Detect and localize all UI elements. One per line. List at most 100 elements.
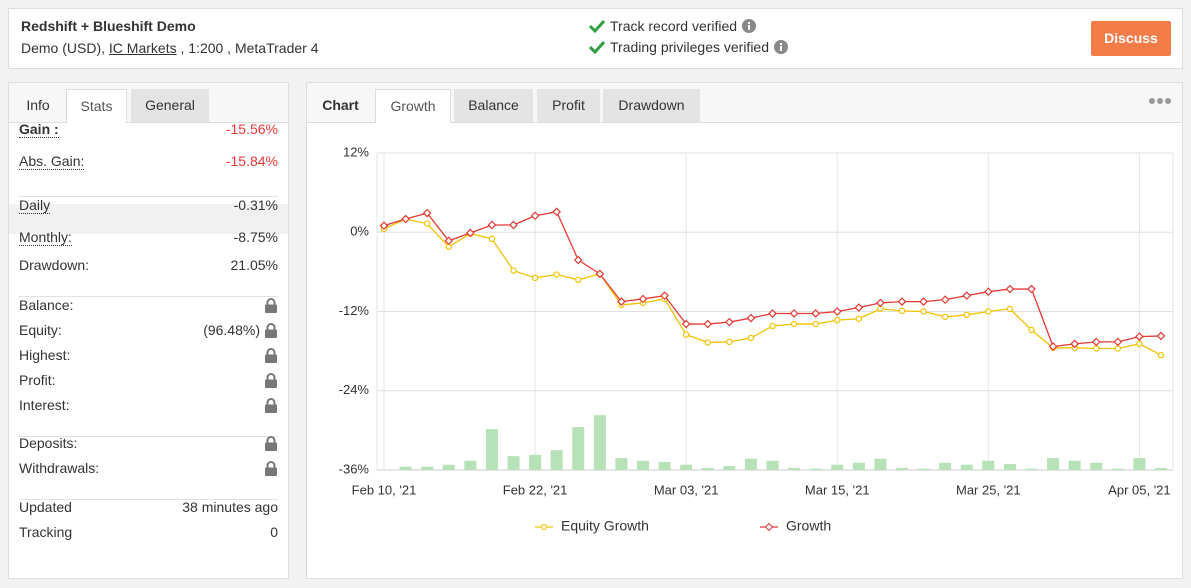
- stat-label: Drawdown:: [19, 257, 90, 273]
- lock-body: [265, 329, 277, 338]
- stat-value-wrap: -8.75%: [234, 229, 278, 245]
- account-subtitle: Demo (USD), IC Markets , 1:200 , MetaTra…: [21, 40, 318, 56]
- discuss-button[interactable]: Discuss: [1091, 21, 1171, 56]
- point: [552, 207, 562, 217]
- point: [726, 338, 733, 346]
- x-tick-label: Apr 05, '21: [1108, 482, 1170, 497]
- lock-icon: [265, 435, 277, 451]
- tab[interactable]: General: [131, 89, 209, 122]
- lock-shackle: [266, 460, 276, 468]
- stat-value-wrap: -15.84%: [226, 153, 278, 169]
- point: [553, 271, 560, 278]
- stat-value-wrap: 38 minutes ago: [182, 499, 278, 515]
- bar: [464, 460, 477, 470]
- tab-active[interactable]: Growth: [375, 89, 451, 123]
- legend-marker: [764, 522, 774, 532]
- stat-value: -15.56%: [225, 121, 278, 137]
- menu-icon[interactable]: [1149, 97, 1171, 105]
- bar: [939, 462, 952, 470]
- lock-icon: [265, 347, 277, 363]
- tab[interactable]: Info: [26, 97, 50, 113]
- bar: [442, 464, 455, 470]
- stat-label: Updated: [19, 499, 72, 515]
- point: [876, 298, 885, 308]
- stat-label: Interest:: [19, 397, 70, 413]
- stat-label: Withdrawals:: [19, 460, 100, 476]
- chart: -36% -24% -12% 0% 12% Feb 10, '21 Feb 22, '21 M…: [339, 144, 1174, 534]
- stat-value: (96.48%): [203, 322, 260, 338]
- bar: [529, 454, 542, 470]
- point: [530, 211, 540, 221]
- stat-row: Drawdown: 21.05%: [19, 253, 278, 277]
- point: [746, 313, 756, 323]
- point: [487, 220, 497, 230]
- bar: [1047, 458, 1060, 470]
- stats-panel: Info Stats General Gain : -15.56% Abs. Gai…: [8, 82, 289, 579]
- lock-icon: [265, 297, 277, 313]
- bar: [572, 427, 585, 470]
- y-tick-label: -12%: [339, 303, 370, 318]
- point: [832, 307, 842, 316]
- lock-icon: [265, 372, 277, 388]
- bar: [1111, 468, 1124, 470]
- point: [703, 319, 713, 329]
- tab-active[interactable]: Stats: [66, 89, 127, 123]
- chart-panel: Chart Growth Balance Profit Drawdown -36…: [306, 82, 1183, 579]
- point: [1157, 351, 1165, 359]
- stat-label: Gain :: [19, 120, 59, 138]
- bar: [680, 464, 693, 470]
- stat-value-wrap: [264, 435, 278, 451]
- bar: [744, 458, 757, 470]
- stat-value-wrap: 21.05%: [231, 257, 278, 273]
- check-icon: [589, 19, 605, 33]
- legend-label: Equity Growth: [561, 518, 649, 534]
- point: [962, 291, 972, 300]
- separator: [19, 499, 278, 500]
- lock-body: [265, 304, 277, 313]
- point: [573, 255, 583, 265]
- stat-row: Profit:: [19, 368, 278, 392]
- broker-link[interactable]: IC Markets: [108, 40, 177, 56]
- point: [897, 297, 907, 306]
- stat-value-wrap: [264, 397, 278, 413]
- info-icon[interactable]: [774, 40, 788, 54]
- stat-row: Abs. Gain: -15.84%: [19, 149, 278, 173]
- bar: [421, 466, 434, 470]
- point: [963, 311, 970, 319]
- point: [724, 317, 734, 327]
- bar: [960, 464, 973, 470]
- bar: [1155, 468, 1167, 470]
- tab[interactable]: Drawdown: [603, 89, 700, 122]
- stat-value: 38 minutes ago: [182, 499, 278, 515]
- point: [379, 221, 389, 230]
- lock-shackle: [266, 397, 276, 405]
- point: [617, 297, 626, 306]
- verification: Track record verified: [589, 18, 757, 34]
- point: [1028, 326, 1035, 334]
- x-tick-label: Feb 10, '21: [352, 482, 417, 497]
- tab[interactable]: Profit: [537, 89, 600, 122]
- stat-row: Highest:: [19, 343, 278, 367]
- point: [510, 267, 517, 274]
- point: [401, 214, 410, 224]
- bar: [896, 468, 908, 470]
- verification-text: Trading privileges verified: [610, 39, 769, 55]
- separator: [19, 196, 278, 197]
- line: [383, 218, 1162, 356]
- lock-shackle: [266, 435, 276, 443]
- info-icon[interactable]: [742, 19, 757, 33]
- bar: [874, 458, 887, 470]
- stat-label: Tracking: [19, 524, 73, 540]
- lock-icon: [265, 322, 277, 338]
- point: [595, 269, 605, 279]
- point: [638, 294, 648, 304]
- bar: [723, 466, 736, 470]
- bar: [658, 462, 671, 470]
- legend-label: Growth: [786, 518, 831, 534]
- stat-row: Daily -0.31%: [19, 193, 278, 217]
- lock-body: [265, 404, 277, 413]
- point: [1114, 345, 1122, 352]
- point: [834, 316, 841, 324]
- legend-marker: [540, 523, 548, 531]
- tab[interactable]: Balance: [454, 89, 533, 122]
